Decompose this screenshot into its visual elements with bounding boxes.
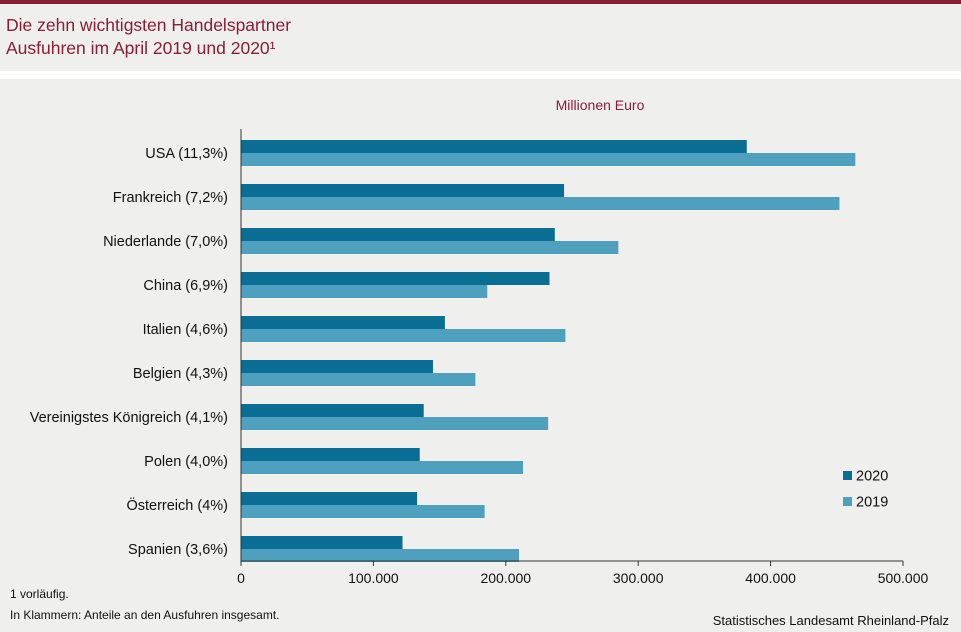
bar-chart: USA (11,3%) Frankreich (7,2%) Niederlande …	[30, 129, 929, 586]
bar-2020	[241, 448, 420, 461]
bar-2020	[241, 228, 555, 241]
bar-2020	[241, 492, 418, 505]
bar-2020	[241, 404, 424, 417]
bar-2020	[241, 316, 445, 329]
category-label: Vereinigstes Königreich (4,1%)	[30, 410, 228, 426]
bar-2019	[241, 241, 619, 254]
bar-2019	[241, 417, 549, 430]
category-label: Österreich (4%)	[126, 496, 228, 514]
footnote-shares: In Klammern: Anteile an den Ausfuhren in…	[10, 608, 280, 622]
legend-swatch-2020	[843, 471, 852, 480]
bar-2019	[241, 505, 485, 518]
x-tick-label: 0	[237, 570, 245, 586]
source-label: Statistisches Landesamt Rheinland-Pfalz	[712, 613, 949, 628]
legend-label-2019: 2019	[856, 495, 888, 511]
top-accent-rule	[0, 0, 961, 4]
bar-2020	[241, 536, 403, 549]
bar-2019	[241, 549, 520, 562]
footnote-preliminary: 1 vorläufig.	[10, 587, 69, 601]
legend-swatch-2019	[843, 497, 852, 506]
bar-2019	[241, 461, 524, 474]
category-label: Niederlande (7,0%)	[103, 234, 228, 250]
bar-2019	[241, 373, 476, 386]
legend-label-2020: 2020	[856, 469, 888, 485]
category-label: Polen (4,0%)	[144, 454, 228, 470]
category-label: Italien (4,6%)	[143, 322, 228, 338]
bar-2020	[241, 272, 550, 285]
x-tick-label: 400.000	[745, 570, 796, 586]
x-tick-label: 200.000	[480, 570, 531, 586]
category-label: Belgien (4,3%)	[133, 366, 228, 382]
bar-2020	[241, 140, 747, 153]
x-tick-label: 500.000	[878, 570, 929, 586]
category-label: Spanien (3,6%)	[128, 542, 228, 558]
bar-2019	[241, 153, 856, 166]
bar-2020	[241, 184, 565, 197]
category-label: Frankreich (7,2%)	[113, 190, 228, 206]
category-label: USA (11,3%)	[145, 146, 228, 162]
chart-panel: Millionen Euro USA (11,3%) Frankreich (7,…	[0, 79, 961, 632]
bar-2019	[241, 329, 566, 342]
bar-2020	[241, 360, 433, 373]
x-tick-label: 300.000	[613, 570, 664, 586]
unit-label: Millionen Euro	[555, 97, 645, 113]
category-label: China (6,9%)	[143, 278, 228, 294]
chart-title: Die zehn wichtigsten Handelspartner	[6, 15, 292, 35]
chart-subtitle: Ausfuhren im April 2019 und 2020¹	[6, 38, 276, 58]
x-tick-label: 100.000	[348, 570, 399, 586]
bar-2019	[241, 285, 488, 298]
chart-header: Die zehn wichtigsten Handelspartner Ausf…	[0, 4, 961, 71]
bar-2019	[241, 197, 840, 210]
